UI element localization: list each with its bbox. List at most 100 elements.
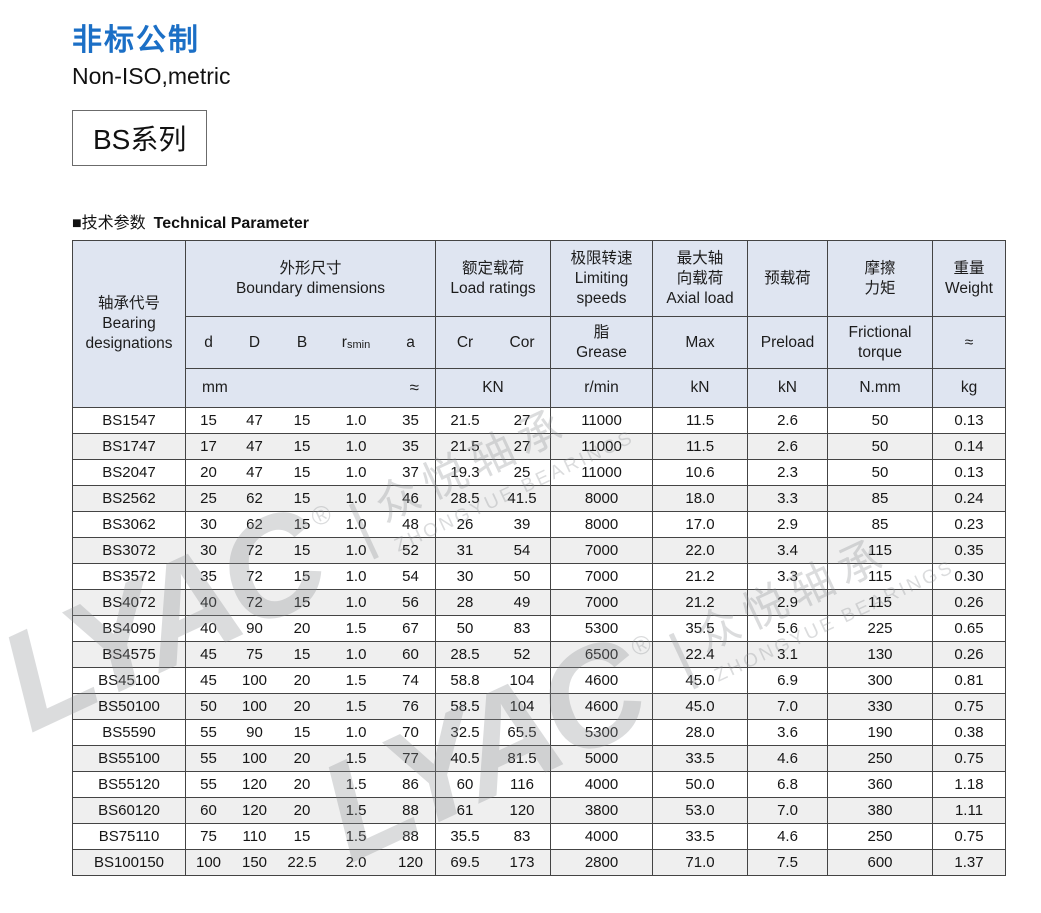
value-cell: 1.0 (326, 564, 386, 591)
value-cell: 1.5 (326, 668, 386, 695)
value-cell: 62 (231, 512, 278, 539)
value-cell: 35 (186, 564, 231, 591)
bearing-designation-cell: BS75110 (73, 824, 186, 851)
value-cell: 3.6 (748, 720, 828, 747)
value-cell: 2.9 (748, 512, 828, 539)
value-cell: 15 (278, 564, 326, 591)
value-cell: 6.8 (748, 772, 828, 799)
value-cell: 40.5 (436, 746, 494, 773)
subheader-cor: Cor (494, 317, 551, 370)
value-cell: 50 (828, 434, 933, 461)
value-cell: 0.14 (933, 434, 1006, 461)
value-cell: 100 (231, 668, 278, 695)
col-header-axial-load: 最大轴 向载荷 Axial load (653, 241, 748, 318)
value-cell: 330 (828, 694, 933, 721)
value-cell: 52 (494, 642, 551, 669)
value-cell: 27 (494, 408, 551, 435)
value-cell: 2.0 (326, 850, 386, 877)
bearing-designation-cell: BS3072 (73, 538, 186, 565)
value-cell: 1.0 (326, 642, 386, 669)
value-cell: 74 (386, 668, 436, 695)
value-cell: 86 (386, 772, 436, 799)
value-cell: 5300 (551, 720, 653, 747)
value-cell: 55 (186, 772, 231, 799)
subheader-rsmin: rsmin (326, 317, 386, 370)
unit-load: KN (436, 369, 551, 409)
table-row: BS55100 55 100 20 1.5 77 40.5 81.5 5000 33.5 4.6 25… (73, 746, 1006, 773)
value-cell: 58.8 (436, 668, 494, 695)
value-cell: 47 (231, 408, 278, 435)
value-cell: 0.30 (933, 564, 1006, 591)
value-cell: 380 (828, 798, 933, 825)
value-cell: 3.3 (748, 486, 828, 513)
table-row: BS5590 55 90 15 1.0 70 32.5 65.5 5300 28.0 3.6 190 0… (73, 720, 1006, 747)
unit-mm-label: mm (202, 379, 228, 397)
value-cell: 150 (231, 850, 278, 877)
value-cell: 104 (494, 694, 551, 721)
value-cell: 15 (278, 720, 326, 747)
value-cell: 62 (231, 486, 278, 513)
value-cell: 17.0 (653, 512, 748, 539)
value-cell: 32.5 (436, 720, 494, 747)
value-cell: 6.9 (748, 668, 828, 695)
table-row: BS45100 45 100 20 1.5 74 58.8 104 4600 45.0 6.9 300… (73, 668, 1006, 695)
bearing-designation-cell: BS4090 (73, 616, 186, 643)
value-cell: 50 (186, 694, 231, 721)
value-cell: 11.5 (653, 434, 748, 461)
value-cell: 5.6 (748, 616, 828, 643)
bearing-designation-cell: BS2562 (73, 486, 186, 513)
value-cell: 90 (231, 720, 278, 747)
bearing-designation-cell: BS3572 (73, 564, 186, 591)
value-cell: 25 (186, 486, 231, 513)
value-cell: 15 (278, 590, 326, 617)
value-cell: 21.5 (436, 434, 494, 461)
value-cell: 48 (386, 512, 436, 539)
value-cell: 4600 (551, 694, 653, 721)
value-cell: 116 (494, 772, 551, 799)
value-cell: 2.9 (748, 590, 828, 617)
value-cell: 40 (186, 590, 231, 617)
value-cell: 35 (386, 434, 436, 461)
value-cell: 250 (828, 824, 933, 851)
bearing-designation-cell: BS60120 (73, 798, 186, 825)
value-cell: 22.4 (653, 642, 748, 669)
value-cell: 56 (386, 590, 436, 617)
value-cell: 50 (436, 616, 494, 643)
value-cell: 19.3 (436, 460, 494, 487)
value-cell: 72 (231, 590, 278, 617)
unit-mm: mm ≈ (186, 369, 436, 409)
value-cell: 1.0 (326, 720, 386, 747)
value-cell: 2.6 (748, 434, 828, 461)
value-cell: 41.5 (494, 486, 551, 513)
value-cell: 300 (828, 668, 933, 695)
subheader-d: d (186, 317, 231, 370)
value-cell: 7.5 (748, 850, 828, 877)
value-cell: 7.0 (748, 694, 828, 721)
value-cell: 5300 (551, 616, 653, 643)
value-cell: 600 (828, 850, 933, 877)
table-row: BS1747 17 47 15 1.0 35 21.5 27 11000 11.5 2.6 50 0.1… (73, 434, 1006, 461)
value-cell: 1.0 (326, 538, 386, 565)
unit-axial: kN (653, 369, 748, 409)
value-cell: 15 (278, 434, 326, 461)
value-cell: 72 (231, 564, 278, 591)
col-header-frictional-torque: 摩擦 力矩 (828, 241, 933, 318)
table-row: BS3572 35 72 15 1.0 54 30 50 7000 21.2 3.3 115 0.30 (73, 564, 1006, 591)
value-cell: 20 (278, 772, 326, 799)
value-cell: 7000 (551, 538, 653, 565)
value-cell: 120 (386, 850, 436, 877)
subheader-grease: 脂 Grease (551, 317, 653, 370)
value-cell: 10.6 (653, 460, 748, 487)
value-cell: 190 (828, 720, 933, 747)
value-cell: 1.5 (326, 824, 386, 851)
value-cell: 35 (386, 408, 436, 435)
table-row: BS2562 25 62 15 1.0 46 28.5 41.5 8000 18.0 3.3 85 0.… (73, 486, 1006, 513)
section-heading-zh: ■技术参数 (72, 215, 146, 233)
value-cell: 120 (231, 798, 278, 825)
value-cell: 8000 (551, 486, 653, 513)
value-cell: 83 (494, 824, 551, 851)
table-row: BS4575 45 75 15 1.0 60 28.5 52 6500 22.4 3.1 130 0.2… (73, 642, 1006, 669)
value-cell: 20 (278, 798, 326, 825)
table-row: BS100150 100 150 22.5 2.0 120 69.5 173 2800 71.0 7… (73, 850, 1006, 877)
value-cell: 3.4 (748, 538, 828, 565)
